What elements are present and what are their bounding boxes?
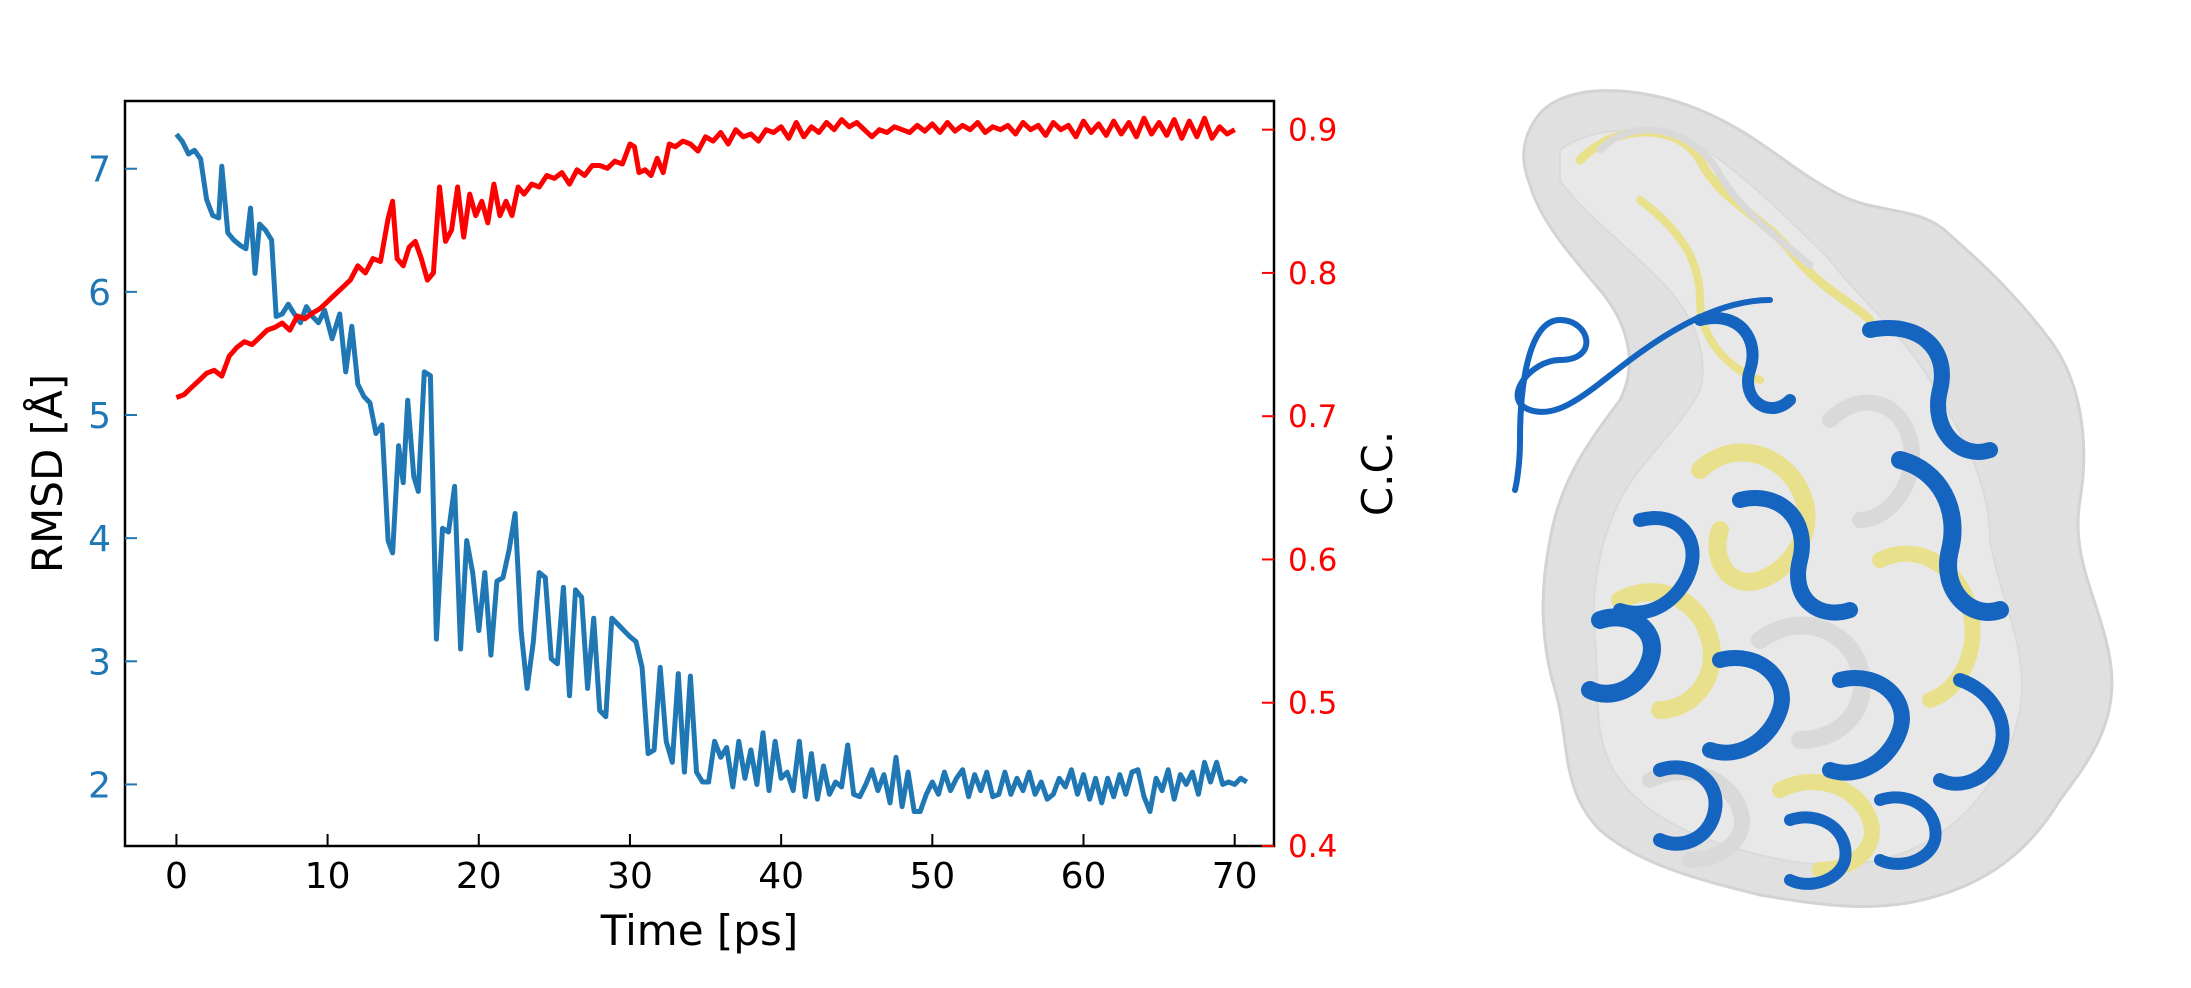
x-tick-label: 70: [1212, 856, 1258, 897]
y-right-tick-label: 0.8: [1288, 256, 1337, 292]
blue-cartoon: [1512, 297, 2010, 890]
cc-series-line: [175, 115, 1236, 400]
x-axis-title: Time [ps]: [600, 906, 798, 955]
y-right-tick-label: 0.6: [1288, 542, 1337, 578]
x-tick-label: 40: [758, 856, 804, 897]
y-left-tick-label: 7: [88, 150, 111, 191]
x-tick-label: 30: [607, 856, 653, 897]
y-left-tick-label: 3: [88, 642, 111, 683]
y-right-tick-label: 0.9: [1288, 113, 1337, 149]
plot-area: 0 10 20 30 40 50 60 70 2 3 4 5 6 7 0.4 0.5 0.6 0.7 0.8 0.9 T…: [22, 99, 1402, 955]
x-tick-label: 10: [305, 856, 351, 897]
y-left-tick-label: 6: [88, 273, 111, 314]
plot-frame: [123, 99, 1276, 848]
y-left-axis-title: RMSD [Å]: [22, 374, 72, 573]
y-left-tick-label: 4: [88, 519, 111, 560]
y-left-tick-label: 2: [88, 765, 111, 806]
protein-structure-image: [1512, 89, 2114, 909]
x-tick-label: 20: [456, 856, 502, 897]
rmsd-series-line: [174, 132, 1249, 814]
y-right-tick-label: 0.4: [1288, 829, 1337, 865]
x-tick-label: 0: [165, 856, 188, 897]
y-right-tick-label: 0.7: [1288, 399, 1337, 435]
y-right-axis-title: C.C.: [1353, 431, 1402, 516]
y-right-tick-label: 0.5: [1288, 686, 1337, 722]
y-left-tick-label: 5: [88, 396, 111, 437]
x-tick-label: 50: [909, 856, 955, 897]
x-tick-label: 60: [1061, 856, 1107, 897]
